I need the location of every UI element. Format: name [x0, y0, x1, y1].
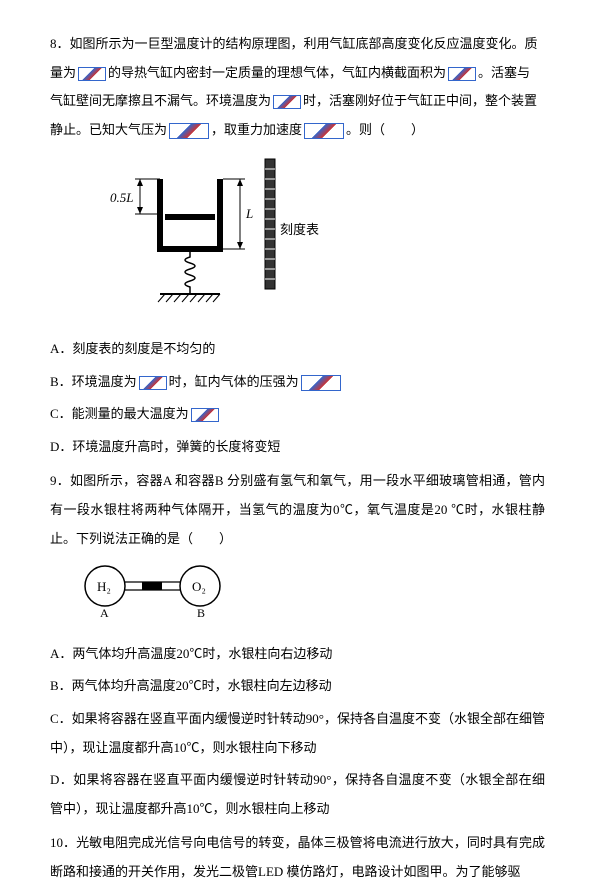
blank-icon	[78, 67, 106, 81]
spring-icon	[185, 252, 195, 294]
question-9: 9．如图所示，容器A 和容器B 分别盛有氢气和氧气，用一段水平细玻璃管相通，管内…	[50, 467, 545, 553]
blank-icon	[273, 95, 301, 109]
label-05L: 0.5L	[110, 190, 133, 205]
thermometer-diagram-svg: 刻度表 0.5L L	[110, 154, 330, 314]
q8-text5: 气缸壁间无摩擦且不漏气。环境温度为	[50, 93, 271, 108]
q9-option-d: D．如果将容器在竖直平面内缓慢逆时针转动90°，保持各自温度不变（水银全部在细管…	[50, 766, 545, 823]
q8-text6: 时，活塞刚好位于气缸正中间，整个装置	[303, 93, 537, 108]
q8-line3: 气缸壁间无摩擦且不漏气。环境温度为 时，活塞刚好位于气缸正中间，整个装置	[50, 87, 545, 116]
blank-icon	[304, 123, 344, 139]
q8-text3: 的导热气缸内密封一定质量的理想气体，气缸内横截面积为	[108, 65, 446, 80]
scale-label: 刻度表	[280, 222, 319, 237]
q8-line4: 静止。已知大气压为 ，取重力加速度 。则（ ）	[50, 116, 545, 145]
question-8: 8．如图所示为一巨型温度计的结构原理图，利用气缸底部高度变化反应温度变化。质	[50, 30, 545, 59]
question-10: 10．光敏电阻完成光信号向电信号的转变，晶体三极管将电流进行放大，同时具有完成断…	[50, 829, 545, 886]
q8-text2: 量为	[50, 65, 76, 80]
q10-number: 10．	[50, 835, 76, 850]
q8-option-a: A．刻度表的刻度是不均匀的	[50, 335, 545, 364]
q8-text1: 如图所示为一巨型温度计的结构原理图，利用气缸底部高度变化反应温度变化。质	[70, 36, 538, 51]
q9-number: 9．	[50, 473, 70, 488]
q8-option-b: B．环境温度为 时，缸内气体的压强为	[50, 368, 545, 397]
blank-icon	[139, 376, 167, 390]
q9-diagram: H₂ O₂ A B	[80, 561, 545, 632]
gas-container-diagram-svg: H₂ O₂ A B	[80, 561, 240, 621]
ground-hatch	[158, 294, 220, 302]
label-h2: H₂	[97, 579, 111, 594]
q8-text8: ，取重力加速度	[211, 122, 302, 137]
q8-b-mid: 时，缸内气体的压强为	[169, 374, 299, 389]
label-a: A	[100, 606, 109, 620]
label-L: L	[245, 206, 253, 221]
label-b: B	[197, 606, 205, 620]
label-o2: O₂	[192, 579, 206, 594]
blank-icon	[448, 67, 476, 81]
mercury-column	[142, 582, 162, 590]
q9-option-a: A．两气体均升高温度20℃时，水银柱向右边移动	[50, 640, 545, 669]
q8-b-prefix: B．环境温度为	[50, 374, 137, 389]
q8-option-c: C．能测量的最大温度为	[50, 400, 545, 429]
q8-text4: 。活塞与	[478, 65, 530, 80]
q8-number: 8．	[50, 36, 70, 51]
q9-text: 如图所示，容器A 和容器B 分别盛有氢气和氧气，用一段水平细玻璃管相通，管内有一…	[50, 473, 545, 545]
q8-text9: 。则（ ）	[346, 122, 424, 137]
q9-option-c: C．如果将容器在竖直平面内缓慢逆时针转动90°，保持各自温度不变（水银全部在细管…	[50, 705, 545, 762]
blank-icon	[301, 375, 341, 391]
q8-option-d: D．环境温度升高时，弹簧的长度将变短	[50, 433, 545, 462]
piston	[165, 214, 215, 220]
blank-icon	[191, 408, 219, 422]
q9-option-b: B．两气体均升高温度20℃时，水银柱向左边移动	[50, 672, 545, 701]
q8-line2: 量为 的导热气缸内密封一定质量的理想气体，气缸内横截面积为 。活塞与	[50, 59, 545, 88]
q8-text7: 静止。已知大气压为	[50, 122, 167, 137]
q8-diagram: 刻度表 0.5L L	[110, 154, 545, 325]
blank-icon	[169, 123, 209, 139]
q8-c-prefix: C．能测量的最大温度为	[50, 406, 189, 421]
